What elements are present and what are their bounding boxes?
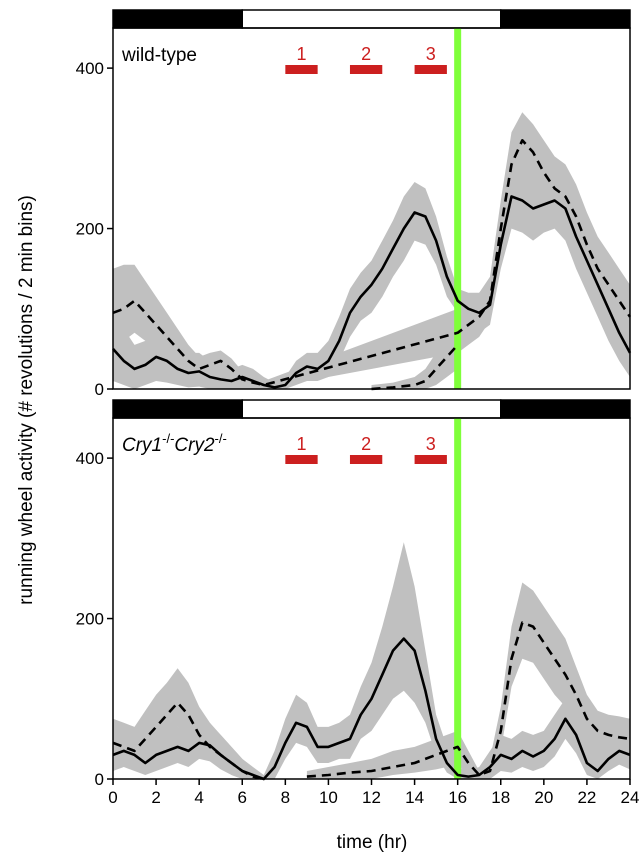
light-dark-segment-dark: [112, 399, 243, 419]
window-label-1: 1: [296, 44, 306, 64]
series-line-dashed-2: [306, 621, 631, 778]
light-pulse-marker: [454, 28, 462, 389]
series-line-dashed-1: [112, 139, 632, 387]
window-bar-1: [285, 455, 318, 464]
panel-label: wild-type: [121, 45, 197, 66]
x-tick-label: 8: [281, 788, 290, 807]
panel-wild-type: 1 2 3 wild-type 0 200 400: [76, 9, 632, 399]
y-tick-label: 400: [76, 59, 104, 78]
error-band-1: [113, 668, 264, 779]
window-label-2: 2: [361, 434, 371, 454]
light-dark-segment-light: [241, 9, 502, 29]
window-bar-3: [414, 65, 447, 74]
genotype-superscript: -/-: [215, 431, 227, 446]
x-tick-label: 2: [151, 788, 160, 807]
light-pulse-marker: [454, 418, 462, 779]
window-bar-3: [414, 455, 447, 464]
series-line-solid-0: [112, 195, 632, 389]
x-axis-title: time (hr): [337, 832, 408, 853]
x-tick-label: 22: [577, 788, 596, 807]
window-label-1: 1: [296, 434, 306, 454]
genotype-superscript: -/-: [162, 431, 174, 446]
x-tick-label: 0: [108, 788, 117, 807]
x-tick-label: 18: [491, 788, 510, 807]
light-dark-segment-dark: [112, 9, 243, 29]
y-axis-title: running wheel activity (# revolutions / …: [16, 195, 37, 605]
light-dark-segment-dark: [500, 399, 631, 419]
window-bar-1: [285, 65, 318, 74]
x-tick-label: 4: [194, 788, 203, 807]
window-bar-2: [349, 65, 383, 74]
x-axis: 0 2 4 6 8 10 12 14 16 18 20 22 24: [108, 779, 639, 807]
error-band-2: [371, 320, 458, 389]
error-band-0: [113, 542, 630, 779]
series-line-solid-0: [112, 637, 631, 781]
genotype-part: Cry2: [174, 435, 215, 456]
y-tick-label: 200: [76, 220, 104, 239]
window-label-2: 2: [361, 44, 371, 64]
plot-frame: [112, 27, 631, 390]
error-band-2: [306, 582, 630, 779]
x-tick-label: 6: [238, 788, 247, 807]
y-tick-label: 0: [95, 770, 104, 789]
y-tick-label: 0: [95, 380, 104, 399]
window-label-3: 3: [426, 44, 436, 64]
x-tick-label: 16: [448, 788, 467, 807]
x-tick-label: 14: [405, 788, 424, 807]
genotype-part: Cry1: [122, 435, 162, 456]
light-dark-segment-light: [241, 399, 502, 419]
y-tick-label: 400: [76, 449, 104, 468]
window-bar-2: [349, 455, 383, 464]
x-tick-label: 10: [319, 788, 338, 807]
x-tick-label: 12: [362, 788, 381, 807]
x-tick-label: 20: [534, 788, 553, 807]
series-line-dashed-2: [371, 344, 459, 391]
x-tick-label: 24: [621, 788, 640, 807]
error-band-1: [113, 112, 630, 389]
light-dark-segment-dark: [500, 9, 631, 29]
window-label-3: 3: [426, 434, 436, 454]
y-tick-label: 200: [76, 610, 104, 629]
panel-label: Cry1-/-Cry2-/-: [122, 431, 227, 456]
